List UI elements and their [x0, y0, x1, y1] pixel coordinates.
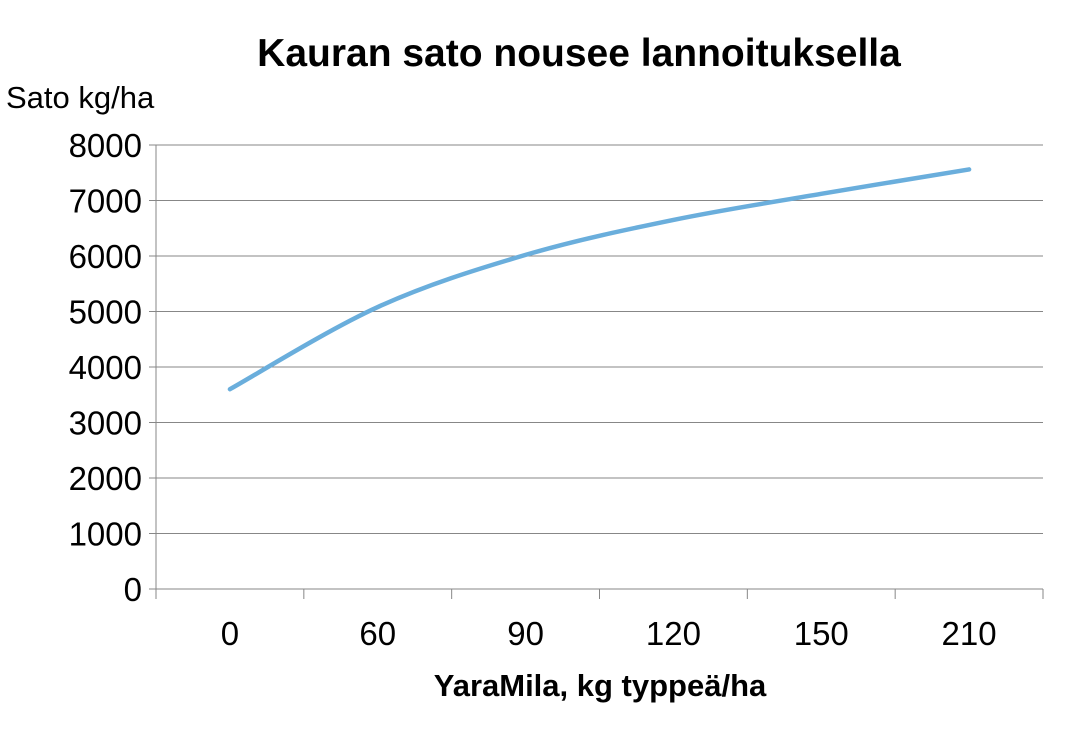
x-tick-label: 210	[942, 615, 997, 652]
x-tick-label: 150	[794, 615, 849, 652]
chart-title: Kauran sato nousee lannoituksella	[257, 32, 901, 75]
x-tick-label: 0	[221, 615, 239, 652]
x-tick-label: 90	[507, 615, 544, 652]
y-axis-label: Sato kg/ha	[6, 80, 155, 115]
y-tick-label: 3000	[69, 405, 142, 442]
series-group	[227, 167, 972, 392]
grid-lines	[156, 144, 1043, 534]
y-tick-label: 1000	[69, 516, 142, 553]
x-axis-label: YaraMila, kg typpeä/ha	[434, 668, 767, 703]
x-tick-labels: 0 60 90 120 150 210	[221, 615, 997, 652]
y-tick-label: 4000	[69, 349, 142, 386]
y-tick-label: 8000	[69, 127, 142, 164]
axes	[149, 144, 1044, 599]
y-tick-label: 2000	[69, 460, 142, 497]
y-tick-label: 6000	[69, 238, 142, 275]
y-tick-labels: 0 1000 2000 3000 4000 5000 6000 7000 8000	[69, 127, 142, 608]
y-tick-label: 5000	[69, 294, 142, 331]
series-line	[227, 167, 972, 392]
x-tick-label: 60	[359, 615, 396, 652]
y-tick-label: 7000	[69, 183, 142, 220]
y-tick-label: 0	[124, 571, 142, 608]
x-tick-label: 120	[646, 615, 701, 652]
